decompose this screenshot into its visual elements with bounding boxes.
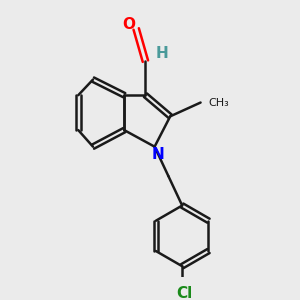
Text: CH₃: CH₃ (208, 98, 229, 107)
Text: Cl: Cl (176, 286, 192, 300)
Text: H: H (156, 46, 168, 61)
Text: N: N (152, 146, 165, 161)
Text: O: O (122, 17, 135, 32)
